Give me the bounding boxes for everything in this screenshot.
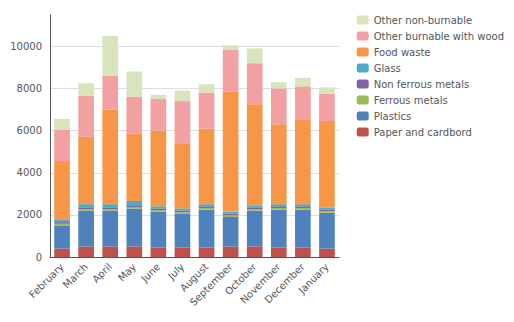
svg-text:November: November [238,261,283,306]
svg-text:Plastics: Plastics [374,111,412,122]
svg-text:Other non-burnable: Other non-burnable [374,15,472,26]
svg-text:Glass: Glass [374,63,401,74]
svg-text:March: March [61,261,90,290]
svg-text:8000: 8000 [17,83,42,94]
svg-text:0: 0 [36,252,42,263]
svg-text:10000: 10000 [10,41,42,52]
svg-text:Ferrous metals: Ferrous metals [374,95,448,106]
svg-text:May: May [116,261,138,283]
svg-text:September: September [187,261,235,308]
svg-text:Other burnable with wood: Other burnable with wood [374,31,504,42]
svg-text:4000: 4000 [17,167,42,178]
svg-text:October: October [222,261,259,298]
svg-text:August: August [177,261,211,294]
svg-text:Food waste: Food waste [374,47,431,58]
svg-text:6000: 6000 [17,125,42,136]
svg-text:Non ferrous metals: Non ferrous metals [374,79,469,90]
svg-text:April: April [90,261,114,285]
svg-text:2000: 2000 [17,209,42,220]
svg-text:January: January [296,261,331,296]
svg-text:December: December [262,261,307,306]
svg-text:February: February [27,261,66,300]
svg-text:Paper and cardbord: Paper and cardbord [374,127,472,138]
svg-text:June: June [138,261,162,285]
svg-text:July: July [165,261,186,282]
